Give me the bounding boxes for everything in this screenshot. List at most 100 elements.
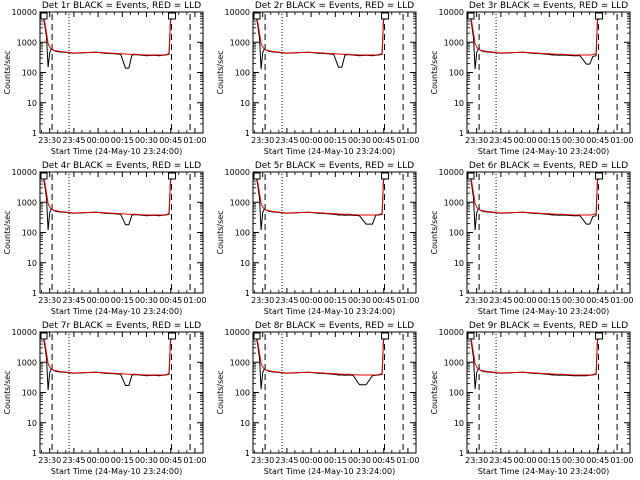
- x-tick-label: 23:45: [489, 136, 512, 145]
- plot-frame: [466, 11, 631, 134]
- y-tick-label: 10000: [12, 328, 37, 337]
- x-tick-label: 23:45: [62, 456, 85, 465]
- y-tick-label: 10: [27, 259, 37, 268]
- end-box-marker: [168, 172, 177, 180]
- plot-frame: [466, 171, 631, 294]
- y-tick-label: 1: [245, 289, 250, 298]
- series-lld: [252, 171, 386, 216]
- x-tick-label: 00:30: [562, 456, 585, 465]
- x-tick-label: 00:00: [87, 296, 110, 305]
- y-axis-label: Counts/sec: [216, 370, 225, 414]
- series-lld: [252, 11, 386, 56]
- x-tick-label: 00:45: [586, 296, 609, 305]
- y-axis-label: Counts/sec: [430, 370, 439, 414]
- series-lld: [466, 11, 600, 56]
- x-tick-label: 00:15: [324, 296, 347, 305]
- series-lld: [252, 331, 386, 376]
- detector-panel-8: Det 8r BLACK = Events, RED = LLD Counts/s…: [216, 321, 419, 476]
- start-box-marker: [467, 172, 475, 180]
- x-tick-label: 23:30: [251, 136, 274, 145]
- y-axis-label: Counts/sec: [430, 50, 439, 94]
- x-tick-label: 01:00: [396, 136, 419, 145]
- x-tick-label: 00:45: [159, 136, 182, 145]
- detector-panel-5: Det 5r BLACK = Events, RED = LLD Counts/s…: [216, 161, 419, 316]
- start-box-marker: [467, 332, 475, 340]
- plot-frame: [252, 11, 417, 134]
- y-tick-label: 1000: [17, 38, 37, 47]
- y-axis-label: Counts/sec: [3, 50, 12, 94]
- y-tick-label: 10000: [439, 168, 464, 177]
- x-tick-label: 23:45: [275, 136, 298, 145]
- x-tick-label: 00:30: [562, 136, 585, 145]
- end-box-marker: [595, 332, 604, 340]
- x-tick-label: 00:15: [538, 136, 561, 145]
- x-tick-label: 00:00: [300, 296, 323, 305]
- y-tick-label: 1000: [230, 198, 250, 207]
- y-tick-label: 1000: [17, 198, 37, 207]
- y-tick-label: 1000: [444, 198, 464, 207]
- y-tick-label: 10000: [439, 8, 464, 17]
- plot-frame: [39, 171, 204, 294]
- y-tick-label: 100: [22, 69, 37, 78]
- y-tick-label: 10: [27, 99, 37, 108]
- x-tick-label: 00:30: [135, 296, 158, 305]
- panel-title: Det 4r BLACK = Events, RED = LLD: [42, 161, 201, 171]
- y-tick-label: 1: [459, 129, 464, 138]
- x-tick-label: 00:45: [159, 296, 182, 305]
- end-box-marker: [168, 332, 177, 340]
- x-tick-label: 00:45: [586, 136, 609, 145]
- y-tick-label: 10000: [225, 328, 250, 337]
- x-tick-label: 00:15: [111, 296, 134, 305]
- x-tick-label: 23:45: [62, 296, 85, 305]
- y-tick-label: 10000: [12, 168, 37, 177]
- y-axis-label: Counts/sec: [216, 50, 225, 94]
- x-tick-label: 23:30: [38, 456, 61, 465]
- plot-frame: [252, 331, 417, 454]
- x-tick-label: 00:30: [348, 456, 371, 465]
- start-box-marker: [40, 172, 48, 180]
- series-lld: [39, 171, 173, 216]
- x-tick-label: 23:30: [38, 296, 61, 305]
- y-tick-label: 10000: [225, 168, 250, 177]
- end-box-marker: [595, 12, 604, 20]
- x-tick-label: 00:00: [87, 456, 110, 465]
- panel-title: Det 5r BLACK = Events, RED = LLD: [255, 161, 414, 171]
- series-lld: [466, 331, 600, 376]
- series-lld: [466, 171, 600, 216]
- x-axis-label: Start Time (24-May-10 23:24:00): [478, 307, 609, 316]
- y-tick-label: 1: [245, 449, 250, 458]
- x-axis-label: Start Time (24-May-10 23:24:00): [51, 147, 182, 156]
- x-tick-label: 01:00: [610, 136, 633, 145]
- y-tick-label: 1000: [17, 358, 37, 367]
- x-tick-label: 00:30: [562, 296, 585, 305]
- x-tick-label: 23:45: [489, 456, 512, 465]
- y-tick-label: 100: [235, 229, 250, 238]
- x-tick-label: 00:00: [514, 296, 537, 305]
- x-axis-label: Start Time (24-May-10 23:24:00): [51, 467, 182, 476]
- y-tick-label: 100: [449, 389, 464, 398]
- end-box-marker: [168, 12, 177, 20]
- y-axis-label: Counts/sec: [216, 210, 225, 254]
- x-tick-label: 23:45: [275, 456, 298, 465]
- start-box-marker: [253, 172, 261, 180]
- x-tick-label: 00:45: [372, 296, 395, 305]
- x-tick-label: 23:30: [251, 456, 274, 465]
- end-box-marker: [381, 12, 390, 20]
- x-tick-label: 00:30: [135, 456, 158, 465]
- start-box-marker: [40, 332, 48, 340]
- x-tick-label: 00:15: [111, 136, 134, 145]
- y-axis-label: Counts/sec: [430, 210, 439, 254]
- x-tick-label: 01:00: [610, 296, 633, 305]
- x-tick-label: 23:30: [465, 296, 488, 305]
- start-box-marker: [40, 12, 48, 20]
- y-tick-label: 10000: [225, 8, 250, 17]
- x-tick-label: 01:00: [183, 136, 206, 145]
- plot-frame: [39, 331, 204, 454]
- panel-title: Det 3r BLACK = Events, RED = LLD: [469, 1, 628, 11]
- x-tick-label: 01:00: [396, 456, 419, 465]
- x-tick-label: 00:30: [348, 296, 371, 305]
- detector-panel-3: Det 3r BLACK = Events, RED = LLD Counts/s…: [430, 1, 633, 156]
- y-tick-label: 1000: [444, 358, 464, 367]
